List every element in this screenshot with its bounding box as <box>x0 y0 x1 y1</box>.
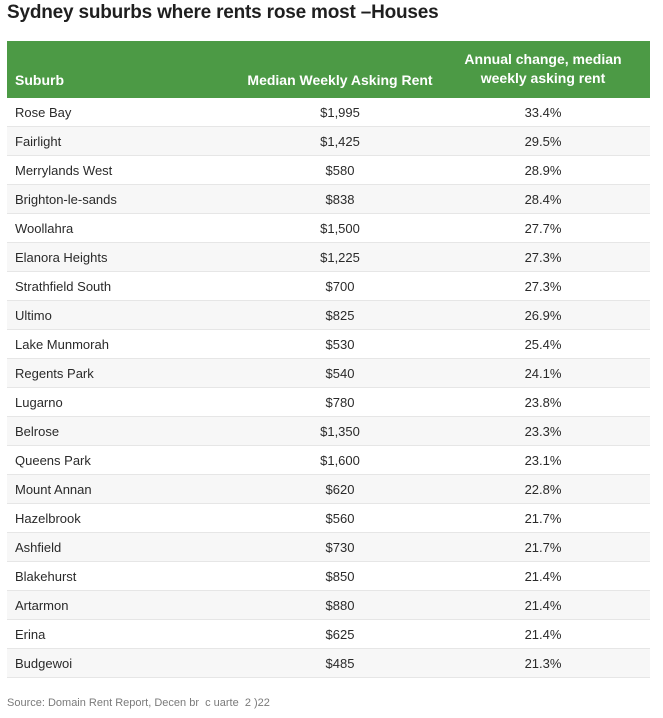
rent-cell: $1,995 <box>320 104 360 120</box>
table-body: Rose Bay $1,995 33.4% Fairlight $1,425 29.5% M… <box>7 98 650 678</box>
rent-cell: $1,225 <box>320 249 360 265</box>
suburb-cell: Regents Park <box>15 365 94 381</box>
table-row: Artarmon $880 21.4% <box>7 591 650 620</box>
suburb-cell: Rose Bay <box>15 104 72 120</box>
annual-change-cell: 21.3% <box>524 655 562 671</box>
suburb-cell: Merrylands West <box>15 162 113 178</box>
rent-cell: $485 <box>325 655 355 671</box>
suburb-cell: Queens Park <box>15 452 91 468</box>
rent-table: Suburb Median Weekly Asking Rent Annual … <box>7 41 650 678</box>
rent-cell: $838 <box>325 191 355 207</box>
annual-change-cell: 23.8% <box>524 394 562 410</box>
rent-cell: $780 <box>325 394 355 410</box>
annual-change-cell: 21.7% <box>524 539 562 555</box>
rent-cell: $540 <box>325 365 355 381</box>
suburb-cell: Belrose <box>15 423 60 439</box>
annual-change-cell: 26.9% <box>524 307 562 323</box>
table-row: Lake Munmorah $530 25.4% <box>7 330 650 359</box>
suburb-cell: Elanora Heights <box>15 249 108 265</box>
annual-change-cell: 21.7% <box>524 510 562 526</box>
annual-change-cell: 21.4% <box>524 568 562 584</box>
annual-change-cell: 23.1% <box>524 452 562 468</box>
rent-cell: $730 <box>325 539 355 555</box>
suburb-cell: Strathfield South <box>15 278 112 294</box>
annual-change-cell: 33.4% <box>524 104 562 120</box>
rent-cell: $825 <box>325 307 355 323</box>
table-row: Regents Park $540 24.1% <box>7 359 650 388</box>
table-row: Ashfield $730 21.7% <box>7 533 650 562</box>
rent-cell: $1,500 <box>320 220 360 236</box>
table-row: Erina $625 21.4% <box>7 620 650 649</box>
suburb-cell: Woollahra <box>15 220 74 236</box>
annual-change-cell: 29.5% <box>524 133 562 149</box>
table-row: Ultimo $825 26.9% <box>7 301 650 330</box>
table-row: Queens Park $1,600 23.1% <box>7 446 650 475</box>
suburb-cell: Lake Munmorah <box>15 336 109 352</box>
suburb-cell: Fairlight <box>15 133 62 149</box>
annual-change-cell: 27.3% <box>524 249 562 265</box>
table-row: Rose Bay $1,995 33.4% <box>7 98 650 127</box>
annual-change-cell: 23.3% <box>524 423 562 439</box>
suburb-cell: Artarmon <box>15 597 69 613</box>
table-header-row: Suburb Median Weekly Asking Rent Annual … <box>7 41 650 98</box>
table-row: Merrylands West $580 28.9% <box>7 156 650 185</box>
rent-cell: $530 <box>325 336 355 352</box>
table-row: Fairlight $1,425 29.5% <box>7 127 650 156</box>
annual-change-cell: 21.4% <box>524 626 562 642</box>
rent-cell: $700 <box>325 278 355 294</box>
table-row: Woollahra $1,500 27.7% <box>7 214 650 243</box>
suburb-cell: Erina <box>15 626 46 642</box>
table-row: Lugarno $780 23.8% <box>7 388 650 417</box>
suburb-cell: Lugarno <box>15 394 63 410</box>
source-note: Source: Domain Rent Report, Decen br c u… <box>7 697 270 709</box>
annual-change-cell: 21.4% <box>524 597 562 613</box>
rent-cell: $850 <box>325 568 355 584</box>
suburb-cell: Ultimo <box>15 307 52 323</box>
suburb-cell: Mount Annan <box>15 481 92 497</box>
table-row: Mount Annan $620 22.8% <box>7 475 650 504</box>
table-row: Strathfield South $700 27.3% <box>7 272 650 301</box>
column-header-annual-change: Annual change, median weekly asking rent <box>436 50 650 88</box>
table-row: Blakehurst $850 21.4% <box>7 562 650 591</box>
annual-change-cell: 27.7% <box>524 220 562 236</box>
rent-cell: $1,425 <box>320 133 360 149</box>
suburb-cell: Brighton-le-sands <box>15 191 117 207</box>
annual-change-cell: 25.4% <box>524 336 562 352</box>
table-row: Brighton-le-sands $838 28.4% <box>7 185 650 214</box>
table-row: Belrose $1,350 23.3% <box>7 417 650 446</box>
table-row: Elanora Heights $1,225 27.3% <box>7 243 650 272</box>
column-header-suburb: Suburb <box>15 72 64 88</box>
annual-change-cell: 24.1% <box>524 365 562 381</box>
rent-cell: $625 <box>325 626 355 642</box>
annual-change-cell: 22.8% <box>524 481 562 497</box>
annual-change-cell: 27.3% <box>524 278 562 294</box>
table-row: Hazelbrook $560 21.7% <box>7 504 650 533</box>
annual-change-cell: 28.4% <box>524 191 562 207</box>
rent-cell: $560 <box>325 510 355 526</box>
rent-cell: $880 <box>325 597 355 613</box>
column-header-annual-change-line1: Annual change, median <box>464 51 622 67</box>
suburb-cell: Budgewoi <box>15 655 73 671</box>
rent-cell: $580 <box>325 162 355 178</box>
rent-cell: $1,600 <box>320 452 360 468</box>
suburb-cell: Ashfield <box>15 539 62 555</box>
suburb-cell: Blakehurst <box>15 568 77 584</box>
rent-cell: $1,350 <box>320 423 360 439</box>
annual-change-cell: 28.9% <box>524 162 562 178</box>
column-header-rent: Median Weekly Asking Rent <box>247 72 433 88</box>
column-header-annual-change-line2: weekly asking rent <box>480 70 606 86</box>
page-title: Sydney suburbs where rents rose most –Ho… <box>7 2 439 23</box>
table-row: Budgewoi $485 21.3% <box>7 649 650 678</box>
rent-cell: $620 <box>325 481 355 497</box>
suburb-cell: Hazelbrook <box>15 510 81 526</box>
